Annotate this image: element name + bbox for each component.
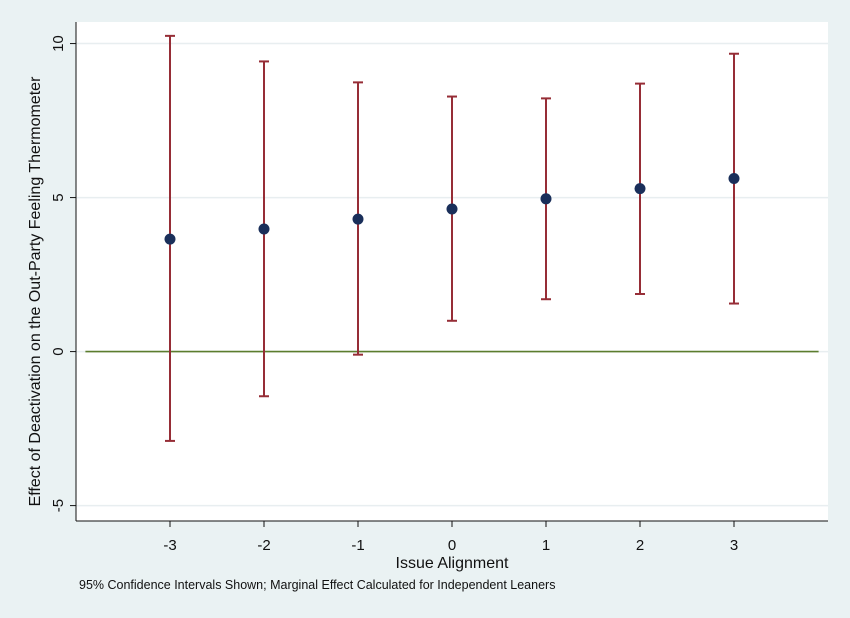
- y-tick-label: 0: [50, 347, 67, 355]
- x-axis-title: Issue Alignment: [396, 555, 510, 572]
- x-tick-label: 3: [730, 537, 738, 554]
- y-axis-title: Effect of Deactivation on the Out-Party …: [27, 76, 44, 507]
- x-tick-label: -3: [163, 537, 176, 554]
- point-estimate: [540, 193, 552, 205]
- point-estimate: [258, 223, 270, 235]
- point-estimate: [446, 203, 458, 215]
- point-estimate: [634, 183, 646, 195]
- y-tick-label: -5: [50, 499, 67, 512]
- point-estimate: [728, 172, 740, 184]
- x-tick-label: 2: [636, 537, 644, 554]
- x-tick-label: 0: [448, 537, 456, 554]
- footnote: 95% Confidence Intervals Shown; Marginal…: [79, 578, 556, 592]
- y-tick-label: 5: [50, 193, 67, 201]
- y-tick-label: 10: [50, 35, 67, 52]
- axes: -5 0 5 10 -3 -2 -1 0 1 2 3: [50, 22, 828, 554]
- x-tick-label: -1: [351, 537, 364, 554]
- x-tick-label: -2: [257, 537, 270, 554]
- point-estimates: [164, 172, 740, 245]
- point-estimate: [352, 213, 364, 225]
- point-estimate: [164, 233, 176, 245]
- x-tick-label: 1: [542, 537, 550, 554]
